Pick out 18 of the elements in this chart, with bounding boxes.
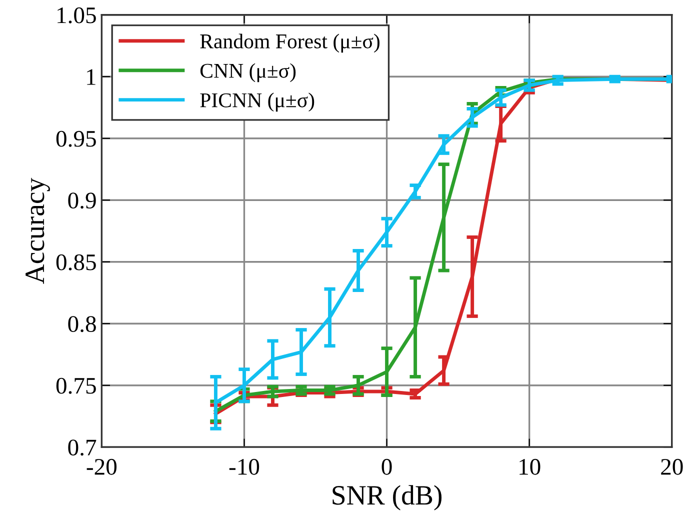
x-tick-label: -20 [86, 458, 117, 475]
legend-label: PICNN (μ±σ) [200, 92, 314, 112]
x-tick-label: 10 [520, 458, 540, 475]
y-axis-title: Accuracy [26, 178, 50, 284]
legend-label: CNN (μ±σ) [200, 63, 296, 82]
y-tick-label: 0.95 [56, 130, 96, 147]
x-tick-label: 20 [661, 458, 683, 475]
legend-label: Random Forest (μ±σ) [200, 34, 380, 53]
y-tick-label: 0.9 [68, 192, 96, 209]
y-tick-label: 1.05 [58, 7, 96, 24]
x-axis-title: SNR (dB) [332, 485, 442, 510]
x-tick-label: -10 [229, 458, 260, 475]
y-tick-label: 0.75 [56, 378, 96, 394]
y-tick-label: 0.85 [56, 254, 96, 270]
y-tick-label: 0.7 [68, 440, 96, 456]
y-tick-label: 0.8 [68, 316, 96, 332]
x-tick-label: 0 [382, 458, 392, 475]
y-tick-label: 1 [87, 69, 96, 85]
